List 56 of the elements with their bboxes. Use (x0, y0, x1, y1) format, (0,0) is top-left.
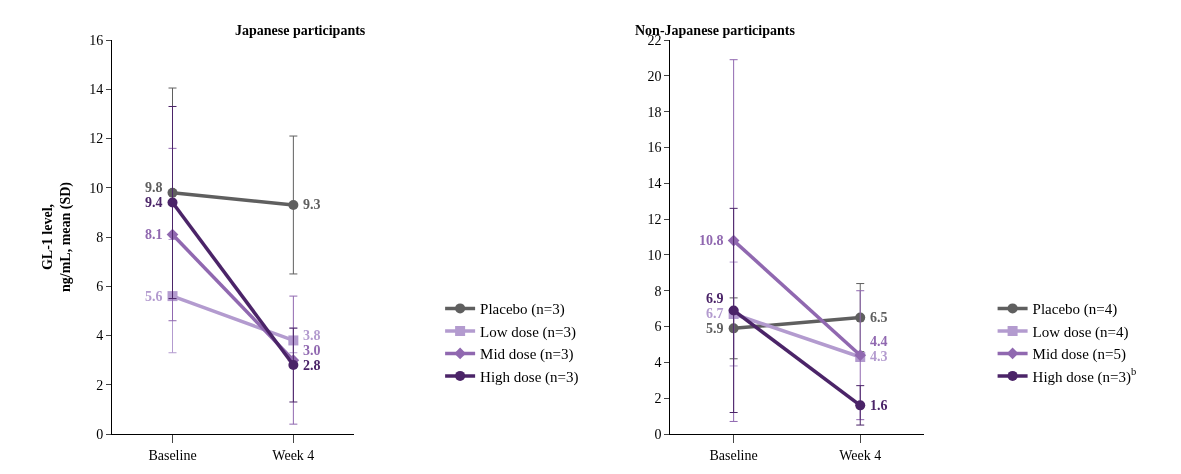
y-tick-label: 20 (647, 68, 662, 84)
data-label: 9.3 (303, 197, 321, 212)
data-label: 4.3 (870, 349, 888, 364)
legend-label: High dose (n=3) (480, 368, 579, 386)
y-tick-label: 14 (89, 82, 104, 98)
y-tick-label: 8 (96, 229, 104, 245)
y-axis-title: GL-1 level, ng/mL, mean (SD) (39, 181, 74, 293)
y-tick-label: 18 (647, 104, 662, 120)
y-tick-label: 10 (89, 180, 104, 196)
data-label: 6.9 (706, 291, 724, 306)
y-tick-label: 4 (654, 355, 662, 371)
data-label: 5.9 (706, 321, 724, 336)
y-tick-label: 0 (96, 426, 104, 442)
y-tick-label: 6 (654, 319, 662, 335)
point (288, 199, 299, 210)
y-tick-label: 0 (654, 426, 662, 442)
data-label: 9.4 (145, 195, 163, 210)
data-label: 5.6 (145, 289, 163, 304)
legend-label: Placebo (n=4) (1032, 301, 1118, 319)
y-tick-label: 16 (89, 32, 104, 48)
data-label: 8.1 (145, 227, 163, 242)
chart-title: Japanese participants (235, 23, 366, 38)
y-tick-label: 2 (96, 377, 104, 393)
data-label: 3.8 (303, 328, 321, 343)
data-label: 3.0 (303, 343, 321, 358)
y-tick-label: 2 (654, 391, 662, 407)
y-tick-label: 12 (647, 211, 662, 227)
data-label: 1.6 (870, 398, 888, 413)
x-tick-label: Week 4 (272, 447, 315, 463)
legend-label: Low dose (n=4) (1032, 323, 1129, 341)
legend-label: Mid dose (n=3) (480, 346, 574, 364)
data-label: 6.7 (706, 306, 724, 321)
legend-label: Placebo (n=3) (480, 301, 565, 319)
y-tick-label: 10 (647, 247, 662, 263)
legend-label: Low dose (n=3) (480, 323, 577, 341)
point (288, 335, 299, 346)
data-label: 10.8 (699, 233, 724, 248)
y-tick-label: 12 (89, 131, 104, 147)
x-tick-label: Baseline (148, 447, 197, 463)
x-tick-label: Week 4 (839, 447, 882, 463)
data-label: 6.5 (870, 310, 888, 325)
y-tick-label: 4 (96, 328, 104, 344)
point (288, 360, 299, 371)
data-label: 2.8 (303, 358, 321, 373)
legend-label: High dose (n=3)$^{b}$ (1032, 366, 1137, 386)
data-label: 9.8 (145, 180, 163, 195)
y-tick-label: 14 (647, 176, 662, 192)
y-tick-label: 16 (647, 140, 662, 156)
y-tick-label: 6 (96, 279, 104, 295)
point (855, 400, 866, 411)
point (728, 305, 739, 316)
x-tick-label: Baseline (709, 447, 758, 463)
y-tick-label: 8 (654, 283, 662, 299)
data-label: 4.4 (870, 334, 888, 349)
legend-label: Mid dose (n=5) (1032, 346, 1127, 364)
point (167, 197, 178, 208)
